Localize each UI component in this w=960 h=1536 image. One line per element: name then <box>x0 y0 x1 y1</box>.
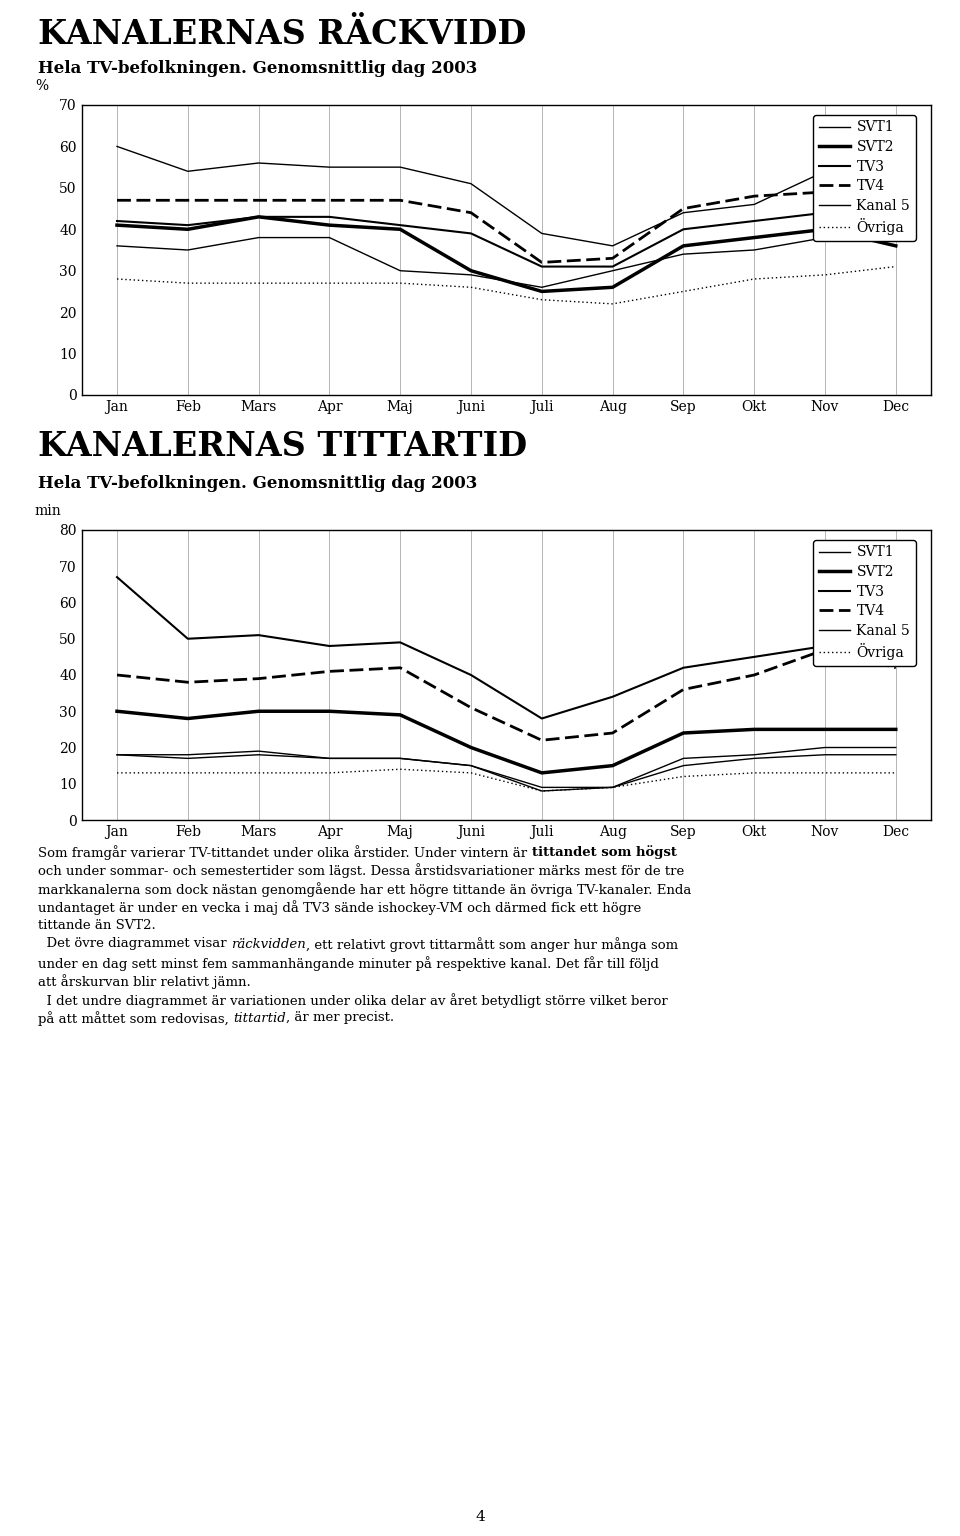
Text: tittande än SVT2.: tittande än SVT2. <box>38 919 156 932</box>
Text: min: min <box>35 504 61 518</box>
Legend: SVT1, SVT2, TV3, TV4, Kanal 5, Övriga: SVT1, SVT2, TV3, TV4, Kanal 5, Övriga <box>813 539 916 665</box>
Text: %: % <box>35 80 48 94</box>
Text: under en dag sett minst fem sammanhängande minuter på respektive kanal. Det får : under en dag sett minst fem sammanhängan… <box>38 955 660 971</box>
Text: Det övre diagrammet visar: Det övre diagrammet visar <box>38 937 231 951</box>
Legend: SVT1, SVT2, TV3, TV4, Kanal 5, Övriga: SVT1, SVT2, TV3, TV4, Kanal 5, Övriga <box>813 115 916 241</box>
Text: 4: 4 <box>475 1510 485 1524</box>
Text: tittandet som högst: tittandet som högst <box>532 845 677 859</box>
Text: I det undre diagrammet är variationen under olika delar av året betydligt större: I det undre diagrammet är variationen un… <box>38 992 668 1008</box>
Text: , ett relativt grovt tittarmått som anger hur många som: , ett relativt grovt tittarmått som ange… <box>306 937 678 952</box>
Text: markkanalerna som dock nästan genomgående har ett högre tittande än övriga TV-ka: markkanalerna som dock nästan genomgåend… <box>38 882 692 897</box>
Text: Hela TV-befolkningen. Genomsnittlig dag 2003: Hela TV-befolkningen. Genomsnittlig dag … <box>38 60 478 77</box>
Text: Som framgår varierar TV-tittandet under olika årstider. Under vintern är: Som framgår varierar TV-tittandet under … <box>38 845 532 860</box>
Text: undantaget är under en vecka i maj då TV3 sände ishockey-VM och därmed fick ett : undantaget är under en vecka i maj då TV… <box>38 900 641 915</box>
Text: KANALERNAS RÄCKVIDD: KANALERNAS RÄCKVIDD <box>38 18 527 51</box>
Text: KANALERNAS TITTARTID: KANALERNAS TITTARTID <box>38 430 528 462</box>
Text: Hela TV-befolkningen. Genomsnittlig dag 2003: Hela TV-befolkningen. Genomsnittlig dag … <box>38 475 478 492</box>
Text: , är mer precist.: , är mer precist. <box>286 1012 395 1025</box>
Text: räckvidden: räckvidden <box>231 937 306 951</box>
Text: att årskurvan blir relativt jämn.: att årskurvan blir relativt jämn. <box>38 974 252 989</box>
Text: tittartid: tittartid <box>233 1012 286 1025</box>
Text: på att måttet som redovisas,: på att måttet som redovisas, <box>38 1012 233 1026</box>
Text: och under sommar- och semestertider som lägst. Dessa årstidsvariationer märks me: och under sommar- och semestertider som … <box>38 863 684 879</box>
